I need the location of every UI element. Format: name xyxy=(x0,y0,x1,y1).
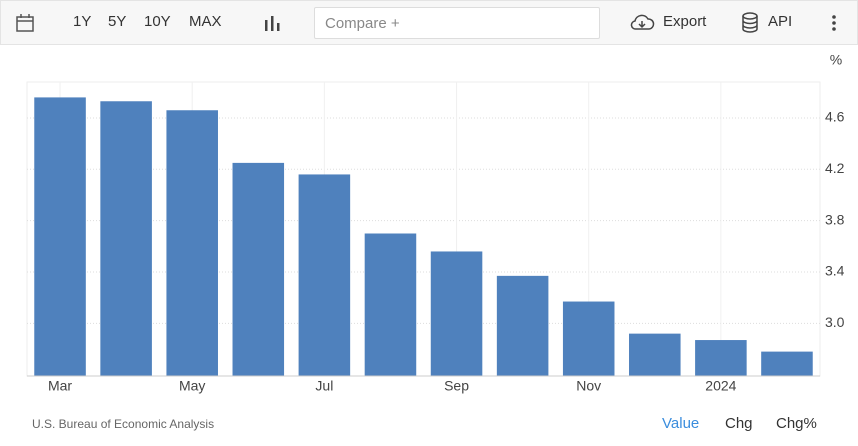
footer-tab[interactable]: Chg xyxy=(725,415,753,432)
api-button[interactable]: API xyxy=(768,13,793,30)
export-button[interactable]: Export xyxy=(663,13,707,30)
y-tick-label: 3.8 xyxy=(825,211,845,227)
bar xyxy=(695,340,747,376)
bar xyxy=(298,174,351,376)
range-button[interactable]: MAX xyxy=(189,13,222,30)
toolbar: 1Y 5Y 10Y MAX Compare + Export API xyxy=(0,0,858,45)
bar xyxy=(100,101,152,377)
export-icon[interactable] xyxy=(629,13,655,33)
footer-tab[interactable]: Value xyxy=(662,415,700,432)
x-tick-label: Jul xyxy=(315,378,333,394)
x-tick-label: Sep xyxy=(444,378,469,394)
chart: % 3.0 3.4 3.8 4.2 4.6 Mar May Jul Sep Nov 2024 xyxy=(26,52,845,394)
range-button[interactable]: 10Y xyxy=(144,13,171,30)
y-tick-label: 3.0 xyxy=(825,314,845,330)
footer-tab[interactable]: Chg% xyxy=(776,415,817,432)
range-button[interactable]: 5Y xyxy=(108,13,127,30)
bar xyxy=(364,233,417,376)
calendar-icon[interactable] xyxy=(15,13,35,33)
bar xyxy=(166,110,218,377)
bar xyxy=(232,162,285,376)
bar xyxy=(562,301,615,376)
y-tick-label: 3.4 xyxy=(825,263,845,279)
x-tick-label: 2024 xyxy=(705,378,736,394)
bar xyxy=(496,275,549,376)
x-tick-label: Nov xyxy=(576,378,601,394)
bar xyxy=(761,351,813,376)
menu-icon[interactable] xyxy=(829,14,839,32)
bar xyxy=(629,333,681,376)
source: U.S. Bureau of Economic Analysis xyxy=(32,417,215,431)
bar xyxy=(34,97,86,376)
chart-type-icon[interactable] xyxy=(263,14,281,32)
y-tick-label: 4.6 xyxy=(825,109,845,125)
bar xyxy=(430,251,483,376)
y-tick-label: 4.2 xyxy=(825,160,845,176)
y-unit: % xyxy=(830,52,842,68)
compare-input[interactable]: Compare + xyxy=(314,7,600,39)
x-tick-label: Mar xyxy=(48,378,72,394)
range-button[interactable]: 1Y xyxy=(73,13,92,30)
x-tick-label: May xyxy=(179,378,205,394)
api-icon[interactable] xyxy=(740,12,760,34)
